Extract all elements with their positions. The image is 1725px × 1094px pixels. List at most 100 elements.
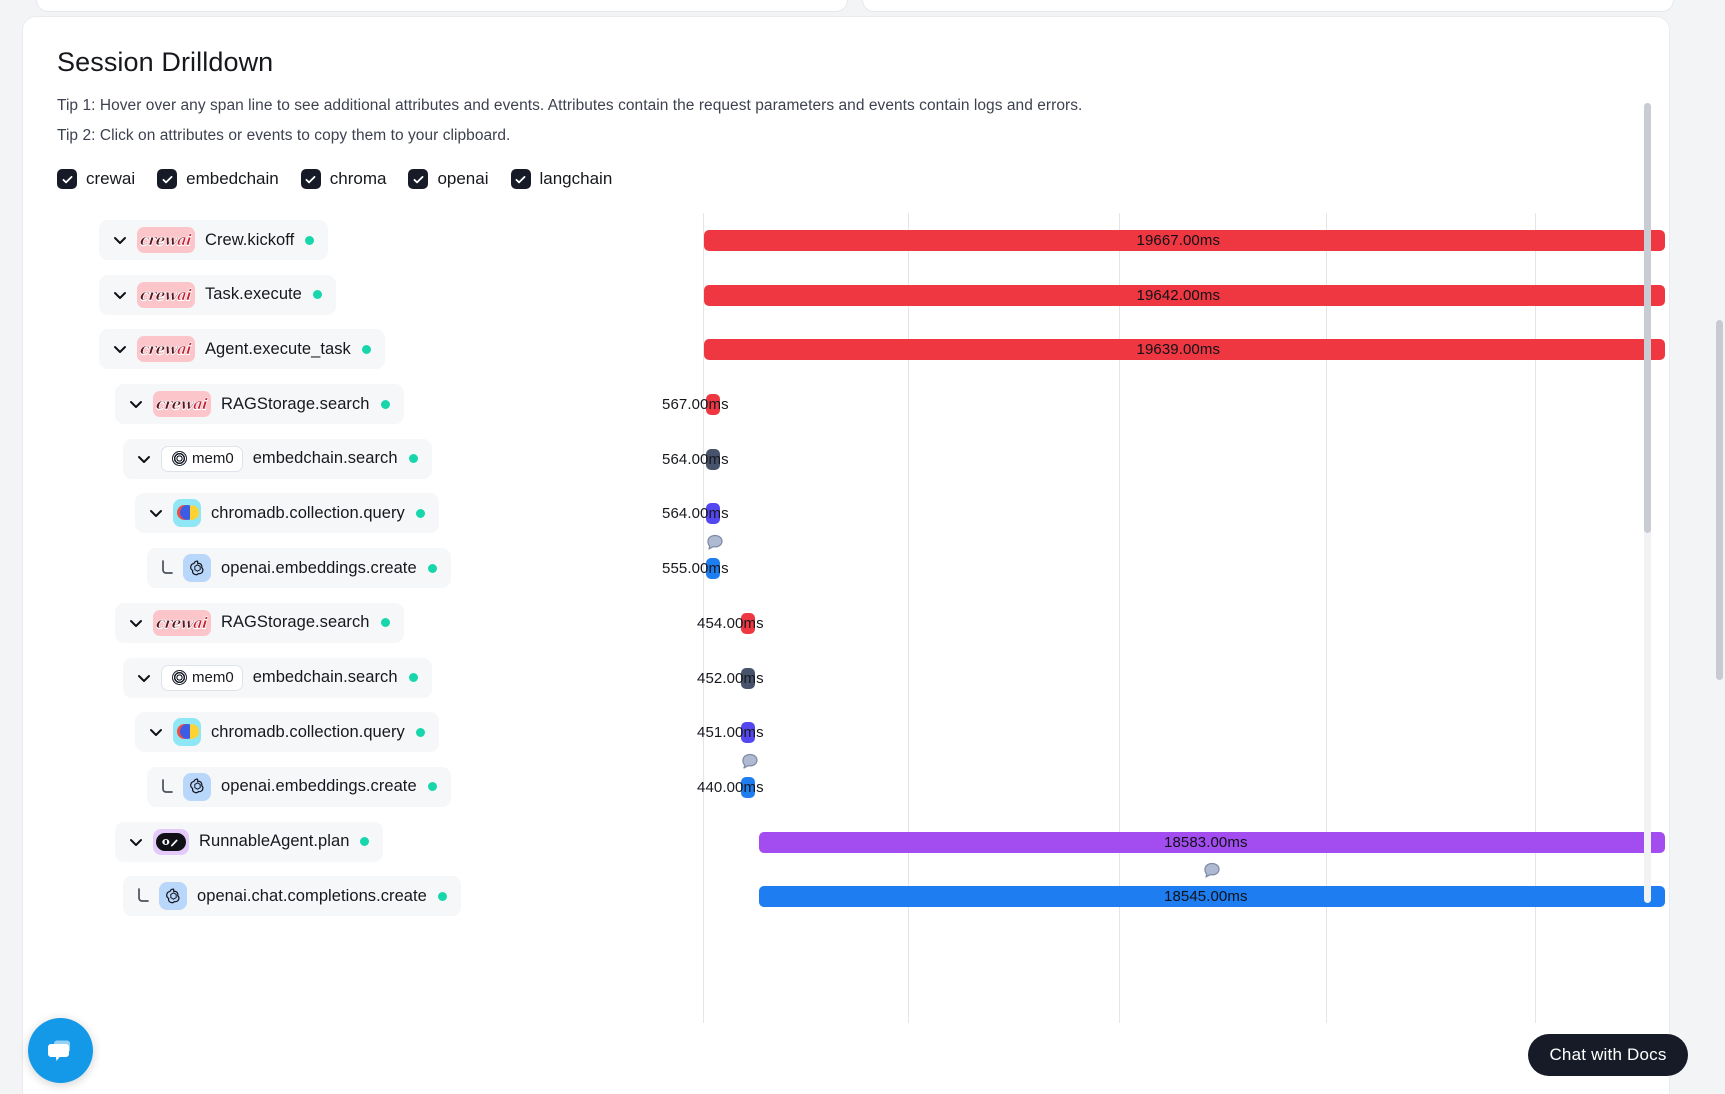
span-duration-bar[interactable] bbox=[706, 394, 720, 416]
tree-branch-icon bbox=[133, 885, 155, 907]
chat-with-docs-button[interactable]: Chat with Docs bbox=[1528, 1034, 1688, 1076]
span-row[interactable]: RunnableAgent.plan 18583.00ms bbox=[23, 815, 1671, 870]
status-dot bbox=[312, 290, 322, 300]
status-dot bbox=[408, 454, 418, 464]
span-duration-bar[interactable] bbox=[706, 558, 720, 580]
top-card-right-stub bbox=[862, 0, 1674, 12]
span-duration-label: 451.00ms bbox=[697, 724, 764, 742]
span-row[interactable]: crewai Crew.kickoff 19667.00ms bbox=[23, 213, 1671, 268]
span-duration-label: 452.00ms bbox=[697, 669, 764, 687]
span-label-openai.embeddings.create[interactable]: openai.embeddings.create bbox=[147, 548, 451, 589]
span-duration-label: 454.00ms bbox=[697, 614, 764, 632]
mem0-logo-icon: mem0 bbox=[161, 445, 243, 472]
span-label-Crew.kickoff[interactable]: crewai Crew.kickoff bbox=[99, 220, 329, 260]
span-duration-label: 19639.00ms bbox=[1136, 341, 1221, 359]
span-row[interactable]: mem0 embedchain.search 564.00ms bbox=[23, 432, 1671, 487]
span-label-openai.chat.completions.create[interactable]: openai.chat.completions.create bbox=[123, 876, 461, 917]
crewai-logo-icon: crewai bbox=[153, 609, 211, 636]
span-event-marker-icon[interactable] bbox=[705, 533, 725, 553]
span-row[interactable]: chromadb.collection.query 451.00ms bbox=[23, 705, 1671, 760]
checkbox-langchain[interactable] bbox=[510, 169, 531, 189]
timeline-scrollbar-thumb[interactable] bbox=[1644, 103, 1651, 533]
page-scrollbar-thumb[interactable] bbox=[1716, 320, 1723, 680]
span-label-RAGStorage.search[interactable]: crewai RAGStorage.search bbox=[115, 384, 404, 425]
span-duration-bar[interactable] bbox=[759, 886, 1665, 908]
span-duration-label: 19667.00ms bbox=[1136, 232, 1221, 249]
chat-widget-button[interactable] bbox=[28, 1018, 93, 1083]
vendor-filter-group: crewai embedchain chroma openai langchain bbox=[57, 169, 634, 189]
filter-openai[interactable]: openai bbox=[408, 169, 489, 189]
checkbox-embedchain[interactable] bbox=[157, 169, 178, 189]
filter-label: crewai bbox=[86, 169, 136, 188]
chevron-down-icon[interactable] bbox=[125, 831, 147, 853]
filter-chroma[interactable]: chroma bbox=[300, 169, 387, 189]
span-name: RunnableAgent.plan bbox=[199, 832, 350, 851]
span-label-chromadb.collection.query[interactable]: chromadb.collection.query bbox=[135, 493, 439, 534]
chevron-down-icon[interactable] bbox=[133, 667, 155, 689]
span-row[interactable]: mem0 embedchain.search 452.00ms bbox=[23, 651, 1671, 706]
chevron-down-icon[interactable] bbox=[109, 284, 131, 306]
span-label-Task.execute[interactable]: crewai Task.execute bbox=[99, 274, 336, 315]
span-duration-label: 440.00ms bbox=[697, 778, 764, 796]
span-label-chromadb.collection.query[interactable]: chromadb.collection.query bbox=[135, 712, 439, 753]
span-name: Task.execute bbox=[205, 285, 302, 304]
span-name: openai.embeddings.create bbox=[221, 777, 417, 796]
span-row[interactable]: openai.embeddings.create 440.00ms bbox=[23, 753, 1671, 815]
chevron-down-icon[interactable] bbox=[125, 612, 147, 634]
chevron-down-icon[interactable] bbox=[109, 338, 131, 360]
filter-langchain[interactable]: langchain bbox=[510, 169, 612, 189]
chromadb-logo-icon bbox=[173, 499, 201, 528]
span-row[interactable]: openai.embeddings.create 555.00ms bbox=[23, 535, 1671, 596]
filter-label: embedchain bbox=[186, 169, 279, 188]
span-row[interactable]: crewai Task.execute 19642.00ms bbox=[23, 268, 1671, 323]
gridline-1 bbox=[908, 213, 909, 1023]
span-event-marker-icon[interactable] bbox=[740, 752, 760, 772]
filter-label: chroma bbox=[329, 169, 387, 188]
span-duration-bar[interactable] bbox=[741, 612, 755, 634]
filter-embedchain[interactable]: embedchain bbox=[157, 169, 279, 189]
span-duration-bar[interactable] bbox=[704, 230, 1665, 251]
openai-logo-icon bbox=[183, 554, 211, 583]
span-label-Agent.execute_task[interactable]: crewai Agent.execute_task bbox=[99, 329, 385, 370]
status-dot bbox=[380, 618, 390, 628]
span-row[interactable]: openai.chat.completions.create 18545.00ms bbox=[23, 863, 1671, 924]
timeline-scrollbar-track[interactable] bbox=[1644, 103, 1651, 903]
crewai-logo-icon: crewai bbox=[137, 281, 195, 308]
span-event-marker-icon[interactable] bbox=[1202, 861, 1222, 881]
gridline-2 bbox=[1119, 213, 1120, 1023]
span-duration-bar[interactable] bbox=[741, 776, 755, 798]
span-duration-bar[interactable] bbox=[706, 503, 720, 525]
span-label-embedchain.search[interactable]: mem0 embedchain.search bbox=[123, 438, 432, 479]
span-row[interactable]: crewai RAGStorage.search 454.00ms bbox=[23, 596, 1671, 651]
span-label-openai.embeddings.create[interactable]: openai.embeddings.create bbox=[147, 766, 451, 807]
chevron-down-icon[interactable] bbox=[145, 502, 167, 524]
span-duration-bar[interactable] bbox=[741, 722, 755, 744]
span-duration-bar[interactable] bbox=[704, 339, 1665, 361]
checkbox-chroma[interactable] bbox=[300, 169, 321, 189]
chevron-down-icon[interactable] bbox=[109, 229, 131, 251]
span-row[interactable]: crewai RAGStorage.search 567.00ms bbox=[23, 377, 1671, 432]
span-duration-bar[interactable] bbox=[759, 831, 1665, 853]
status-dot bbox=[380, 399, 390, 409]
span-row[interactable]: chromadb.collection.query 564.00ms bbox=[23, 486, 1671, 541]
span-label-RAGStorage.search[interactable]: crewai RAGStorage.search bbox=[115, 602, 404, 643]
gridline-3 bbox=[1326, 213, 1327, 1023]
span-duration-label: 564.00ms bbox=[662, 505, 729, 523]
chevron-down-icon[interactable] bbox=[125, 393, 147, 415]
span-label-embedchain.search[interactable]: mem0 embedchain.search bbox=[123, 657, 432, 698]
span-row[interactable]: crewai Agent.execute_task 19639.00ms bbox=[23, 322, 1671, 377]
span-name: chromadb.collection.query bbox=[211, 722, 405, 741]
span-duration-bar[interactable] bbox=[706, 448, 720, 470]
span-duration-bar[interactable] bbox=[741, 667, 755, 689]
chevron-down-icon[interactable] bbox=[133, 448, 155, 470]
gridline-4 bbox=[1535, 213, 1536, 1023]
span-duration-bar[interactable] bbox=[704, 284, 1665, 306]
checkbox-openai[interactable] bbox=[408, 169, 429, 189]
checkbox-crewai[interactable] bbox=[57, 169, 77, 189]
chevron-down-icon[interactable] bbox=[145, 721, 167, 743]
span-name: Crew.kickoff bbox=[205, 230, 295, 249]
status-dot bbox=[360, 837, 370, 847]
span-label-RunnableAgent.plan[interactable]: RunnableAgent.plan bbox=[115, 821, 384, 862]
filter-crewai[interactable]: crewai bbox=[57, 169, 135, 189]
